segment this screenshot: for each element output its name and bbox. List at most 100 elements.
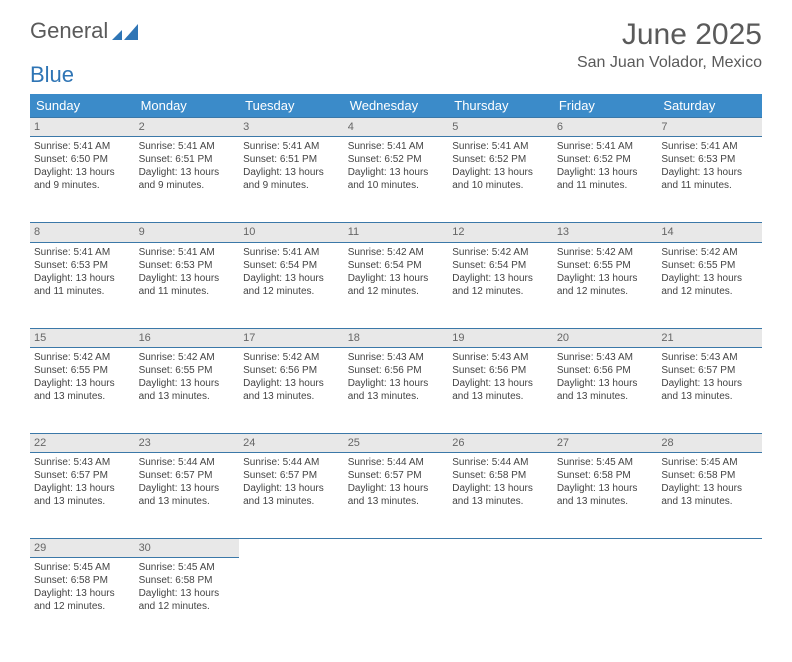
day-number-cell: 10 — [239, 223, 344, 242]
sunrise-line: Sunrise: 5:43 AM — [348, 351, 445, 364]
sunset-line: Sunset: 6:57 PM — [661, 364, 758, 377]
sunset-line: Sunset: 6:52 PM — [452, 153, 549, 166]
daylight-line: Daylight: 13 hours and 12 minutes. — [348, 272, 445, 298]
sunrise-line: Sunrise: 5:41 AM — [34, 140, 131, 153]
sunrise-line: Sunrise: 5:44 AM — [243, 456, 340, 469]
location-label: San Juan Volador, Mexico — [577, 54, 762, 72]
day-number-cell: 19 — [448, 328, 553, 347]
day-cell: Sunrise: 5:44 AMSunset: 6:58 PMDaylight:… — [448, 453, 553, 539]
day-cell: Sunrise: 5:41 AMSunset: 6:53 PMDaylight:… — [657, 137, 762, 223]
sunset-line: Sunset: 6:58 PM — [139, 574, 236, 587]
sunrise-line: Sunrise: 5:41 AM — [139, 246, 236, 259]
day-number-cell — [657, 539, 762, 558]
col-friday: Friday — [553, 94, 658, 118]
day-number-cell: 26 — [448, 433, 553, 452]
day-cell: Sunrise: 5:42 AMSunset: 6:55 PMDaylight:… — [657, 242, 762, 328]
sunset-line: Sunset: 6:55 PM — [34, 364, 131, 377]
sunset-line: Sunset: 6:54 PM — [348, 259, 445, 272]
daylight-line: Daylight: 13 hours and 9 minutes. — [34, 166, 131, 192]
daynum-row: 15161718192021 — [30, 328, 762, 347]
day-number-cell: 21 — [657, 328, 762, 347]
day-cell: Sunrise: 5:42 AMSunset: 6:54 PMDaylight:… — [344, 242, 449, 328]
daylight-line: Daylight: 13 hours and 9 minutes. — [243, 166, 340, 192]
daylight-line: Daylight: 13 hours and 13 minutes. — [661, 482, 758, 508]
day-cell: Sunrise: 5:42 AMSunset: 6:55 PMDaylight:… — [135, 347, 240, 433]
sunrise-line: Sunrise: 5:41 AM — [243, 140, 340, 153]
sunrise-line: Sunrise: 5:41 AM — [661, 140, 758, 153]
daylight-line: Daylight: 13 hours and 9 minutes. — [139, 166, 236, 192]
sunrise-line: Sunrise: 5:41 AM — [557, 140, 654, 153]
day-cell — [239, 558, 344, 644]
sunset-line: Sunset: 6:51 PM — [139, 153, 236, 166]
daylight-line: Daylight: 13 hours and 13 minutes. — [452, 482, 549, 508]
day-number-cell: 25 — [344, 433, 449, 452]
day-number-cell: 16 — [135, 328, 240, 347]
week-row: Sunrise: 5:45 AM Sunset: 6:58 PMDaylight:… — [30, 558, 762, 644]
daylight-line: Daylight: 13 hours and 11 minutes. — [557, 166, 654, 192]
daylight-line: Daylight: 13 hours and 12 minutes. — [557, 272, 654, 298]
daylight-line: Daylight: 13 hours and 13 minutes. — [557, 377, 654, 403]
sunset-line: Sunset: 6:57 PM — [348, 469, 445, 482]
daylight-line: Daylight: 13 hours and 13 minutes. — [34, 377, 131, 403]
day-cell: Sunrise: 5:41 AMSunset: 6:52 PMDaylight:… — [448, 137, 553, 223]
daylight-line: Daylight: 13 hours and 12 minutes. — [139, 587, 236, 613]
day-number-cell: 24 — [239, 433, 344, 452]
sunset-line: Sunset: 6:54 PM — [243, 259, 340, 272]
week-row: Sunrise: 5:42 AMSunset: 6:55 PMDaylight:… — [30, 347, 762, 433]
daynum-row: 1234567 — [30, 118, 762, 137]
daylight-line: Daylight: 13 hours and 13 minutes. — [557, 482, 654, 508]
day-cell: Sunrise: 5:45 AMSunset: 6:58 PMDaylight:… — [657, 453, 762, 539]
day-cell: Sunrise: 5:41 AMSunset: 6:52 PMDaylight:… — [344, 137, 449, 223]
day-cell: Sunrise: 5:42 AMSunset: 6:55 PMDaylight:… — [553, 242, 658, 328]
sunset-line: Sunset: 6:50 PM — [34, 153, 131, 166]
day-number-cell — [448, 539, 553, 558]
sunrise-line: Sunrise: 5:41 AM — [243, 246, 340, 259]
day-number-cell: 11 — [344, 223, 449, 242]
col-tuesday: Tuesday — [239, 94, 344, 118]
day-cell: Sunrise: 5:41 AMSunset: 6:52 PMDaylight:… — [553, 137, 658, 223]
daylight-line: Daylight: 13 hours and 13 minutes. — [243, 482, 340, 508]
col-wednesday: Wednesday — [344, 94, 449, 118]
daylight-line: Daylight: 13 hours and 12 minutes. — [452, 272, 549, 298]
day-cell: Sunrise: 5:43 AMSunset: 6:57 PMDaylight:… — [30, 453, 135, 539]
day-cell: Sunrise: 5:44 AMSunset: 6:57 PMDaylight:… — [135, 453, 240, 539]
daylight-line: Daylight: 13 hours and 11 minutes. — [34, 272, 131, 298]
calendar-table: Sunday Monday Tuesday Wednesday Thursday… — [30, 94, 762, 644]
sunrise-line: Sunrise: 5:41 AM — [34, 246, 131, 259]
sunrise-line: Sunrise: 5:43 AM — [557, 351, 654, 364]
sunset-line: Sunset: 6:51 PM — [243, 153, 340, 166]
day-number-cell: 8 — [30, 223, 135, 242]
sunrise-line: Sunrise: 5:42 AM — [243, 351, 340, 364]
day-number-cell: 30 — [135, 539, 240, 558]
sunrise-line: Sunrise: 5:44 AM — [348, 456, 445, 469]
sunset-line: Sunset: 6:56 PM — [557, 364, 654, 377]
daylight-line: Daylight: 13 hours and 13 minutes. — [348, 377, 445, 403]
day-cell — [344, 558, 449, 644]
sunset-line: Sunset: 6:58 PM — [557, 469, 654, 482]
day-number-cell: 15 — [30, 328, 135, 347]
col-monday: Monday — [135, 94, 240, 118]
day-cell: Sunrise: 5:45 AMSunset: 6:58 PMDaylight:… — [135, 558, 240, 644]
daynum-row: 22232425262728 — [30, 433, 762, 452]
logo: General — [30, 18, 138, 44]
day-number-cell: 4 — [344, 118, 449, 137]
day-cell: Sunrise: 5:43 AMSunset: 6:56 PMDaylight:… — [344, 347, 449, 433]
sunset-line: Sunset: 6:55 PM — [139, 364, 236, 377]
sunrise-line: Sunrise: 5:44 AM — [139, 456, 236, 469]
sunrise-line: Sunrise: 5:45 AM — [34, 561, 131, 574]
sunrise-line: Sunrise: 5:41 AM — [348, 140, 445, 153]
daylight-line: Daylight: 13 hours and 13 minutes. — [34, 482, 131, 508]
sunset-line: Sunset: 6:53 PM — [139, 259, 236, 272]
day-cell: Sunrise: 5:41 AMSunset: 6:54 PMDaylight:… — [239, 242, 344, 328]
daylight-line: Daylight: 13 hours and 13 minutes. — [243, 377, 340, 403]
day-header-row: Sunday Monday Tuesday Wednesday Thursday… — [30, 94, 762, 118]
day-cell: Sunrise: 5:43 AMSunset: 6:56 PMDaylight:… — [448, 347, 553, 433]
day-number-cell: 29 — [30, 539, 135, 558]
daylight-line: Daylight: 13 hours and 11 minutes. — [139, 272, 236, 298]
sunset-line: Sunset: 6:55 PM — [557, 259, 654, 272]
daylight-line: Daylight: 13 hours and 10 minutes. — [348, 166, 445, 192]
week-row: Sunrise: 5:41 AMSunset: 6:50 PMDaylight:… — [30, 137, 762, 223]
day-cell: Sunrise: 5:41 AMSunset: 6:53 PMDaylight:… — [135, 242, 240, 328]
day-number-cell: 13 — [553, 223, 658, 242]
logo-word-blue: Blue — [30, 62, 74, 87]
